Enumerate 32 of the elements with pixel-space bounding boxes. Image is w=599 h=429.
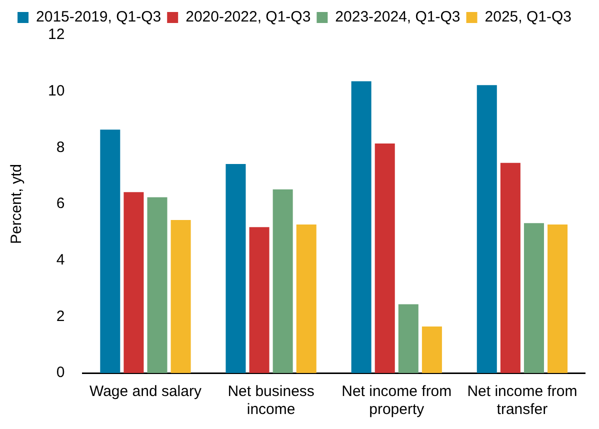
bar bbox=[124, 192, 144, 373]
legend-label: 2025, Q1-Q3 bbox=[484, 8, 572, 26]
bar bbox=[147, 197, 168, 373]
bar bbox=[100, 130, 120, 373]
bar bbox=[398, 304, 418, 373]
bar bbox=[226, 164, 246, 373]
y-tick-label: 10 bbox=[48, 82, 65, 100]
bar bbox=[500, 162, 520, 373]
x-tick-label: Net income from transfer bbox=[467, 383, 578, 418]
bar bbox=[548, 224, 568, 373]
y-tick-label: 12 bbox=[48, 26, 65, 44]
legend-label: 2015-2019, Q1-Q3 bbox=[36, 8, 162, 26]
x-tick-label: Net income from property bbox=[342, 383, 452, 418]
bar bbox=[476, 85, 497, 373]
bar bbox=[170, 220, 191, 373]
y-tick-label: 0 bbox=[56, 364, 65, 382]
legend-label: 2020-2022, Q1-Q3 bbox=[186, 8, 311, 26]
bar bbox=[524, 223, 544, 373]
bar bbox=[374, 143, 395, 373]
x-tick-label: Net business income bbox=[228, 383, 314, 418]
bar bbox=[351, 81, 372, 373]
x-tick-label: Wage and salary bbox=[89, 383, 202, 400]
y-tick-label: 8 bbox=[56, 138, 65, 156]
y-tick-label: 2 bbox=[56, 308, 65, 325]
bar bbox=[296, 224, 316, 373]
bar bbox=[272, 189, 293, 373]
bar bbox=[422, 326, 442, 373]
y-tick-label: 4 bbox=[56, 251, 65, 268]
y-tick-label: 6 bbox=[56, 195, 65, 212]
legend-label: 2023-2024, Q1-Q3 bbox=[335, 8, 460, 26]
y-axis-title: Percent, ytd bbox=[8, 164, 26, 244]
bar bbox=[249, 227, 270, 373]
